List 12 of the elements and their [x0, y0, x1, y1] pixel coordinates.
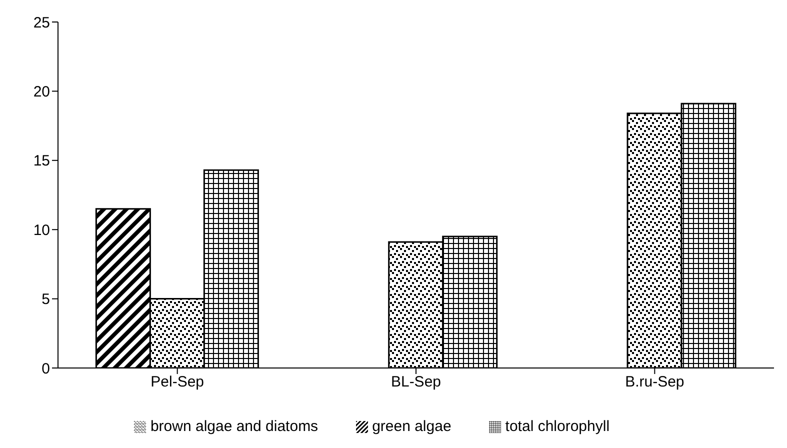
x-tick-label: B.ru-Sep — [625, 374, 684, 391]
x-tick-label: BL-Sep — [390, 374, 442, 391]
y-tick-label: 20 — [33, 84, 50, 101]
legend-label: brown algae and diatoms — [150, 418, 318, 435]
y-tick-label: 15 — [33, 152, 50, 170]
y-tick-label: 25 — [33, 14, 50, 32]
y-tick-label: 0 — [42, 360, 50, 378]
y-tick-label: 5 — [42, 291, 50, 308]
legend-label: green algae — [372, 418, 452, 435]
legend-label: total chlorophyll — [505, 418, 610, 435]
x-tick-label: Pel-Sep — [150, 374, 204, 391]
y-tick-label: 10 — [33, 222, 50, 239]
